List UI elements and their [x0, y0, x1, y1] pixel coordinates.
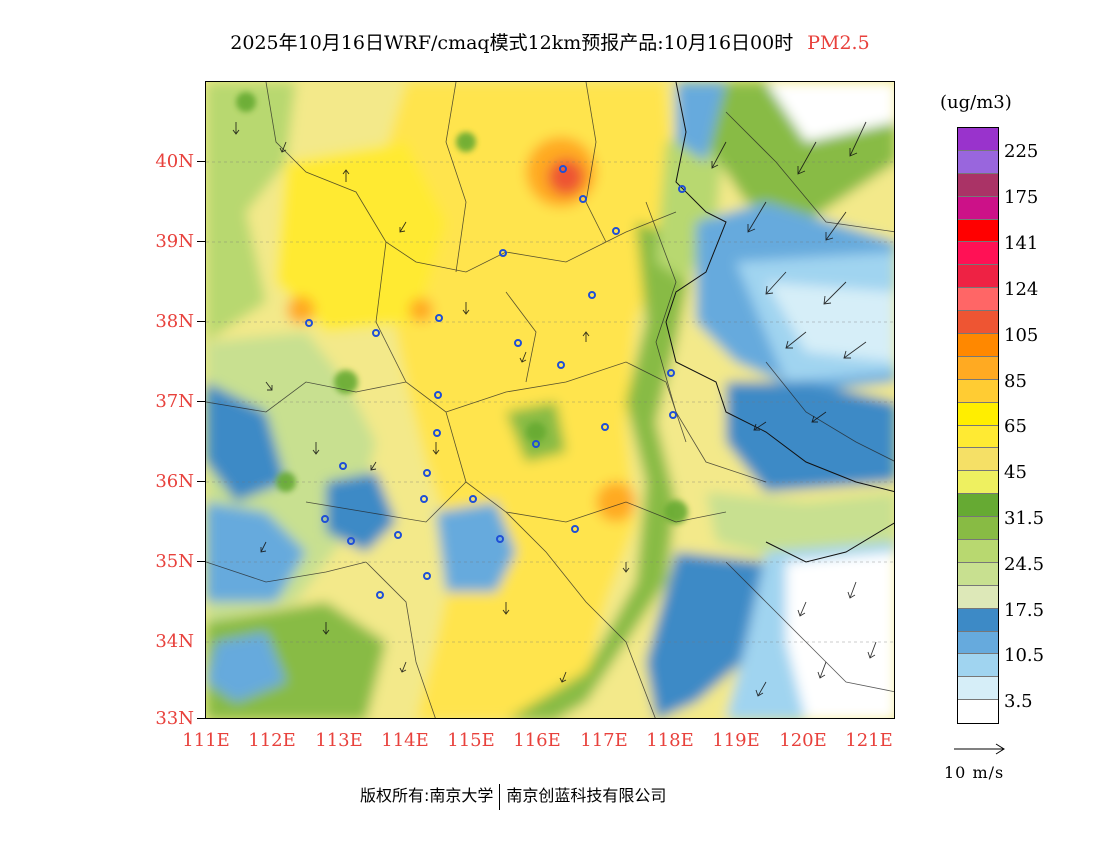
- lat-label-35n: 35N: [155, 551, 194, 572]
- lon-label-118e: 118E: [646, 730, 694, 751]
- legend-swatch: [958, 219, 998, 243]
- lon-label-117e: 117E: [580, 730, 628, 751]
- legend-label-17-5: 17.5: [1004, 600, 1045, 621]
- legend-label-65: 65: [1004, 416, 1027, 437]
- title-pollutant: PM2.5: [807, 32, 870, 54]
- legend-label-3-5: 3.5: [1004, 691, 1033, 712]
- legend-swatch: [958, 585, 998, 609]
- wind-reference-arrow-icon: [954, 743, 1005, 755]
- legend-swatch: [958, 700, 998, 724]
- lat-label-37n: 37N: [155, 391, 194, 412]
- legend-swatch: [958, 494, 998, 518]
- legend-swatch: [958, 608, 998, 632]
- legend-label-10-5: 10.5: [1004, 645, 1045, 666]
- legend-swatch: [958, 631, 998, 655]
- color-legend: [957, 127, 999, 725]
- legend-swatch: [958, 562, 998, 586]
- lat-label-34n: 34N: [155, 631, 194, 652]
- map-canvas: [206, 82, 894, 718]
- legend-label-175: 175: [1004, 187, 1039, 208]
- lat-label-33n: 33N: [155, 708, 194, 729]
- legend-label-225: 225: [1004, 141, 1039, 162]
- legend-swatch: [958, 265, 998, 289]
- lon-label-119e: 119E: [712, 730, 760, 751]
- legend-swatch: [958, 334, 998, 357]
- legend-swatch: [958, 379, 998, 403]
- legend-swatch: [958, 517, 998, 541]
- legend-label-85: 85: [1004, 371, 1027, 392]
- copyright-prefix: 版权所有:: [360, 786, 430, 805]
- lon-label-114e: 114E: [381, 730, 429, 751]
- legend-label-31-5: 31.5: [1004, 508, 1045, 529]
- legend-swatch: [958, 356, 998, 380]
- lon-label-112e: 112E: [248, 730, 296, 751]
- legend-swatch: [958, 677, 998, 701]
- legend-swatch: [958, 448, 998, 472]
- lat-label-38n: 38N: [155, 311, 194, 332]
- legend-label-141: 141: [1004, 233, 1039, 254]
- lon-label-113e: 113E: [315, 730, 363, 751]
- lon-label-115e: 115E: [447, 730, 495, 751]
- legend-swatch: [958, 402, 998, 426]
- copyright-footer: 版权所有:南京大学 南京创蓝科技有限公司: [360, 782, 666, 810]
- legend-swatch: [958, 173, 998, 197]
- copyright-org1: 南京大学: [429, 786, 494, 805]
- lon-label-111e: 111E: [182, 730, 230, 751]
- title-main: 2025年10月16日WRF/cmaq模式12km预报产品:10月16日00时: [230, 32, 794, 54]
- lat-label-39n: 39N: [155, 231, 194, 252]
- legend-swatch: [958, 540, 998, 563]
- legend-swatch: [958, 196, 998, 220]
- legend-swatch: [958, 288, 998, 312]
- wind-reference-label: 10 m/s: [944, 763, 1005, 782]
- legend-label-24-5: 24.5: [1004, 554, 1045, 575]
- lon-label-120e: 120E: [779, 730, 827, 751]
- lat-label-36n: 36N: [155, 471, 194, 492]
- lon-label-116e: 116E: [513, 730, 561, 751]
- lat-label-40n: 40N: [155, 151, 194, 172]
- legend-label-45: 45: [1004, 462, 1027, 483]
- copyright-org2: 南京创蓝科技有限公司: [506, 786, 667, 805]
- legend-swatch: [958, 311, 998, 335]
- legend-swatch: [958, 128, 998, 151]
- map-title: 2025年10月16日WRF/cmaq模式12km预报产品:10月16日00时 P…: [0, 28, 1100, 55]
- legend-label-105: 105: [1004, 325, 1039, 346]
- legend-swatch: [958, 242, 998, 266]
- lon-label-121e: 121E: [845, 730, 893, 751]
- legend-label-124: 124: [1004, 279, 1039, 300]
- footer-divider: [499, 783, 501, 810]
- legend-swatch: [958, 425, 998, 449]
- legend-swatch: [958, 654, 998, 678]
- pm25-map[interactable]: [205, 81, 895, 719]
- legend-swatch: [958, 150, 998, 174]
- legend-unit: (ug/m3): [940, 92, 1012, 113]
- legend-swatch: [958, 471, 998, 495]
